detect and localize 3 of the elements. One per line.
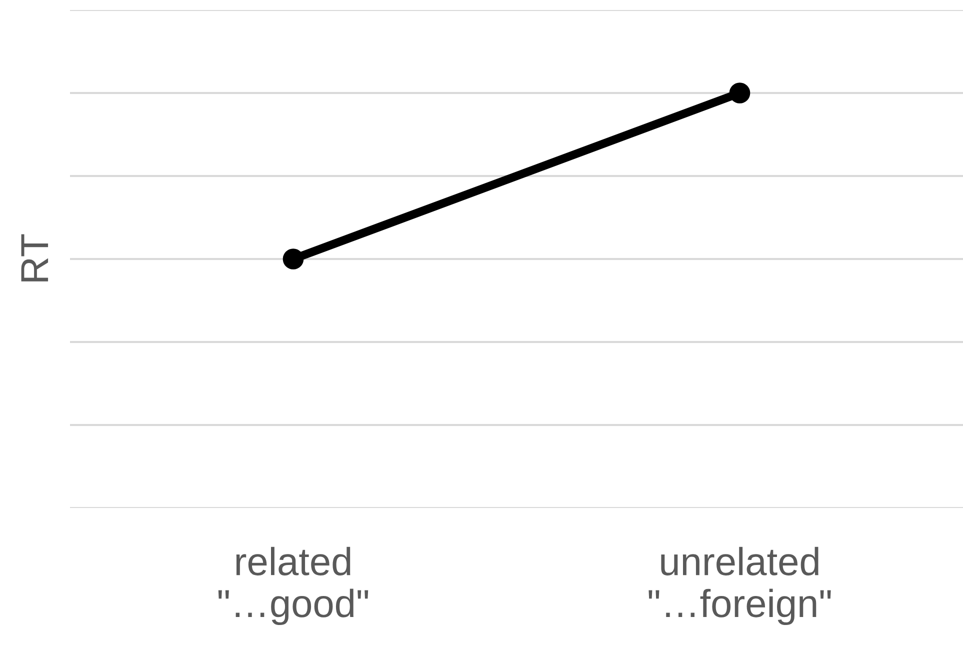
y-axis-title: RT (21, 234, 48, 282)
x-tick-label: related "…good" (218, 546, 368, 626)
x-tick-label: unrelated "…foreign" (648, 546, 831, 626)
